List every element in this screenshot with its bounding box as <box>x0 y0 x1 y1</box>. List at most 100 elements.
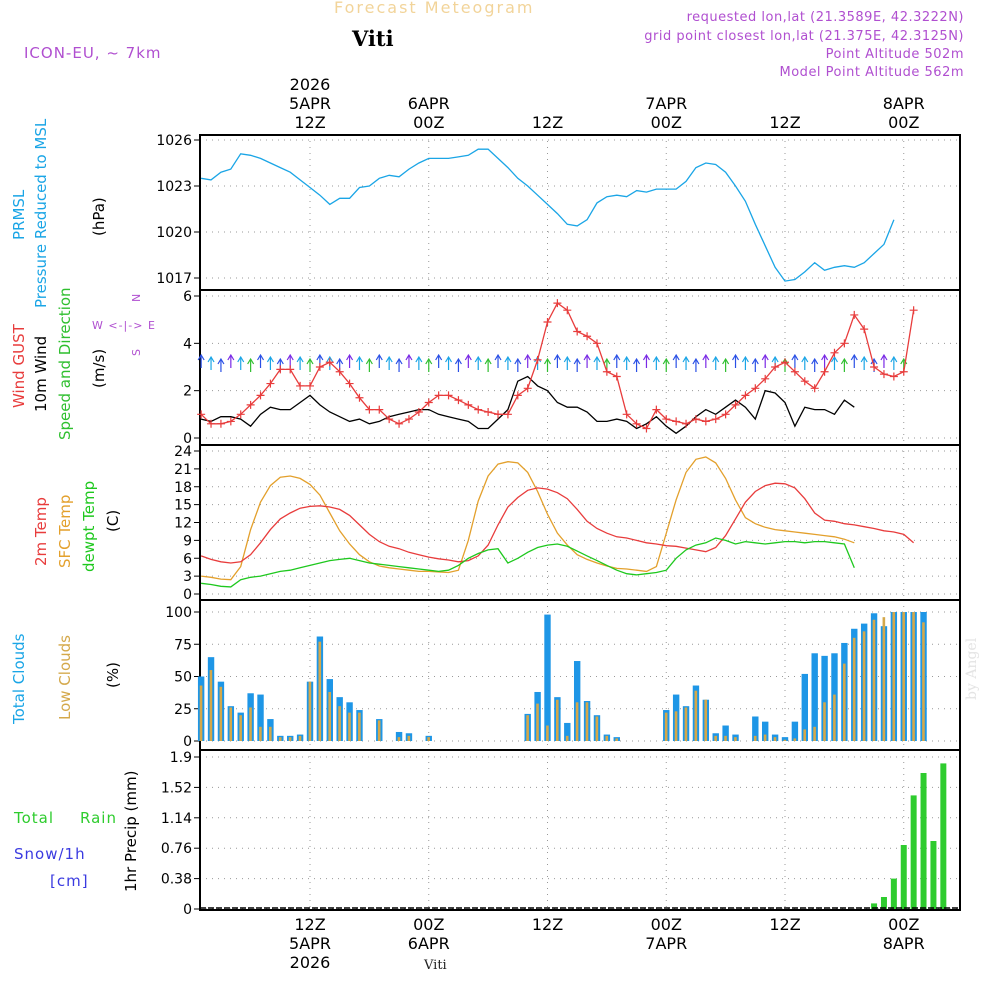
wind-direction-arrow <box>840 357 848 365</box>
low-clouds-bar <box>813 726 816 741</box>
wind-direction-arrow <box>237 355 245 363</box>
low-clouds-bar <box>724 735 727 741</box>
temperature-ytick-label: 15 <box>174 498 192 514</box>
bottom-time-label: 8APR <box>883 934 925 953</box>
wind-frame <box>199 289 961 446</box>
low-clouds-bar <box>565 735 569 741</box>
wind-direction-arrow <box>435 353 443 361</box>
low-clouds-bar <box>575 702 579 741</box>
wind-direction-arrow <box>454 357 462 365</box>
low-clouds-bar <box>338 706 341 741</box>
wind-direction-arrow <box>850 353 858 361</box>
wind-gust-marker <box>721 410 730 419</box>
low-clouds-bar <box>783 739 787 741</box>
wind-direction-arrow <box>702 353 710 361</box>
low-clouds-bar <box>377 720 381 741</box>
wind-direction-arrow <box>445 355 453 363</box>
low-clouds-bar <box>288 737 292 741</box>
temperature-ytick-label: 21 <box>174 462 192 478</box>
low-clouds-bar <box>269 726 272 741</box>
low-clouds-bar <box>872 619 876 741</box>
wind-direction-arrow <box>405 353 413 361</box>
wind-gust-marker <box>850 310 859 319</box>
wind-gust-marker <box>375 405 384 414</box>
wind-gust-marker <box>701 417 710 426</box>
wind-gust-marker <box>781 358 789 367</box>
wind-direction-arrow <box>801 355 809 363</box>
precip-ytick-label: 1.14 <box>161 811 192 827</box>
wind-gust-marker <box>741 391 750 400</box>
low-clouds-bar <box>308 681 312 741</box>
bottom-time-label: 5APR <box>289 934 331 953</box>
low-clouds-bar <box>259 726 262 741</box>
wind-gust-marker <box>355 393 364 402</box>
top-time-label: 12Z <box>532 113 563 132</box>
low-clouds-bar <box>862 631 866 741</box>
pressure-ytick-label: 1020 <box>156 225 192 241</box>
wind-direction-arrow <box>286 353 294 361</box>
low-clouds-bar <box>714 735 717 741</box>
low-clouds-bar <box>842 663 846 741</box>
low-clouds-bar <box>585 702 589 741</box>
wind-direction-arrow <box>464 353 472 361</box>
bottom-time-label: 7APR <box>645 934 687 953</box>
wind-direction-arrow <box>247 357 255 365</box>
model-altitude: Model Point Altitude 562m <box>779 65 964 80</box>
temperature-ytick-label: 9 <box>183 533 192 549</box>
low-clouds-bar <box>882 617 886 741</box>
low-clouds-bar <box>249 707 252 741</box>
wind-direction-arrow <box>751 357 759 365</box>
temperature-ytick-label: 6 <box>183 551 192 567</box>
top-time-label: 5APR <box>289 94 331 113</box>
wind-gust-marker <box>820 367 829 376</box>
clouds-ytick-label: 50 <box>174 670 192 686</box>
gridpoint-coords: grid point closest lon,lat (21.375E, 42.… <box>644 29 964 44</box>
precip-frame <box>199 749 961 911</box>
low-clouds-bar <box>793 738 797 741</box>
bottom-time-label: 00Z <box>651 915 682 934</box>
wind-gust-marker <box>691 415 700 424</box>
temperature-ytick-label: 0 <box>183 587 192 603</box>
wind-direction-arrow <box>583 353 591 361</box>
wind-gust-marker <box>810 384 819 393</box>
wind-gust-marker <box>761 374 770 383</box>
wind-direction-arrow <box>603 357 611 365</box>
snow-units: [cm] <box>50 872 89 890</box>
low-clouds-bar <box>229 707 233 741</box>
precip-ytick-label: 0.76 <box>161 841 192 857</box>
top-time-label: 00Z <box>651 113 682 132</box>
total-clouds-bar <box>722 725 729 741</box>
total-clouds-bar <box>781 737 789 741</box>
wind-gust-marker <box>276 365 285 374</box>
wind-direction-arrow <box>227 353 235 361</box>
wind-gust-marker <box>474 405 483 414</box>
wind-ytick-label: 2 <box>183 384 192 400</box>
wind-direction-arrow <box>860 355 868 363</box>
wind-direction-arrow <box>563 355 571 363</box>
sfc-temp-line <box>201 456 855 581</box>
wind-direction-arrow <box>741 355 749 363</box>
wind-direction-arrow <box>524 353 532 361</box>
top-time-label: 00Z <box>888 113 919 132</box>
low-clouds-bar <box>595 716 599 741</box>
wind-gust-marker <box>632 419 641 428</box>
low-clouds-bar <box>773 737 777 741</box>
wind-direction-arrow <box>732 353 740 361</box>
wind-gust-marker <box>543 318 552 327</box>
wind-gust-marker <box>840 339 849 348</box>
wind-gust-marker <box>899 367 908 376</box>
low-clouds-bar <box>763 734 767 741</box>
location-title: Viti <box>352 26 394 51</box>
total-clouds-bar <box>395 731 403 741</box>
wind-direction-arrow <box>870 357 878 365</box>
wind-direction-arrow <box>257 353 265 361</box>
wind-gust-marker <box>484 407 493 416</box>
wind-direction-arrow <box>494 353 502 361</box>
wind-direction-arrow <box>880 353 888 361</box>
wind-ytick-label: 6 <box>183 289 192 305</box>
clouds-ytick-label: 100 <box>165 605 192 621</box>
top-time-label: 2026 <box>290 75 331 94</box>
wind-gust-marker <box>404 415 413 424</box>
pressure-ytick-label: 1017 <box>156 271 192 287</box>
